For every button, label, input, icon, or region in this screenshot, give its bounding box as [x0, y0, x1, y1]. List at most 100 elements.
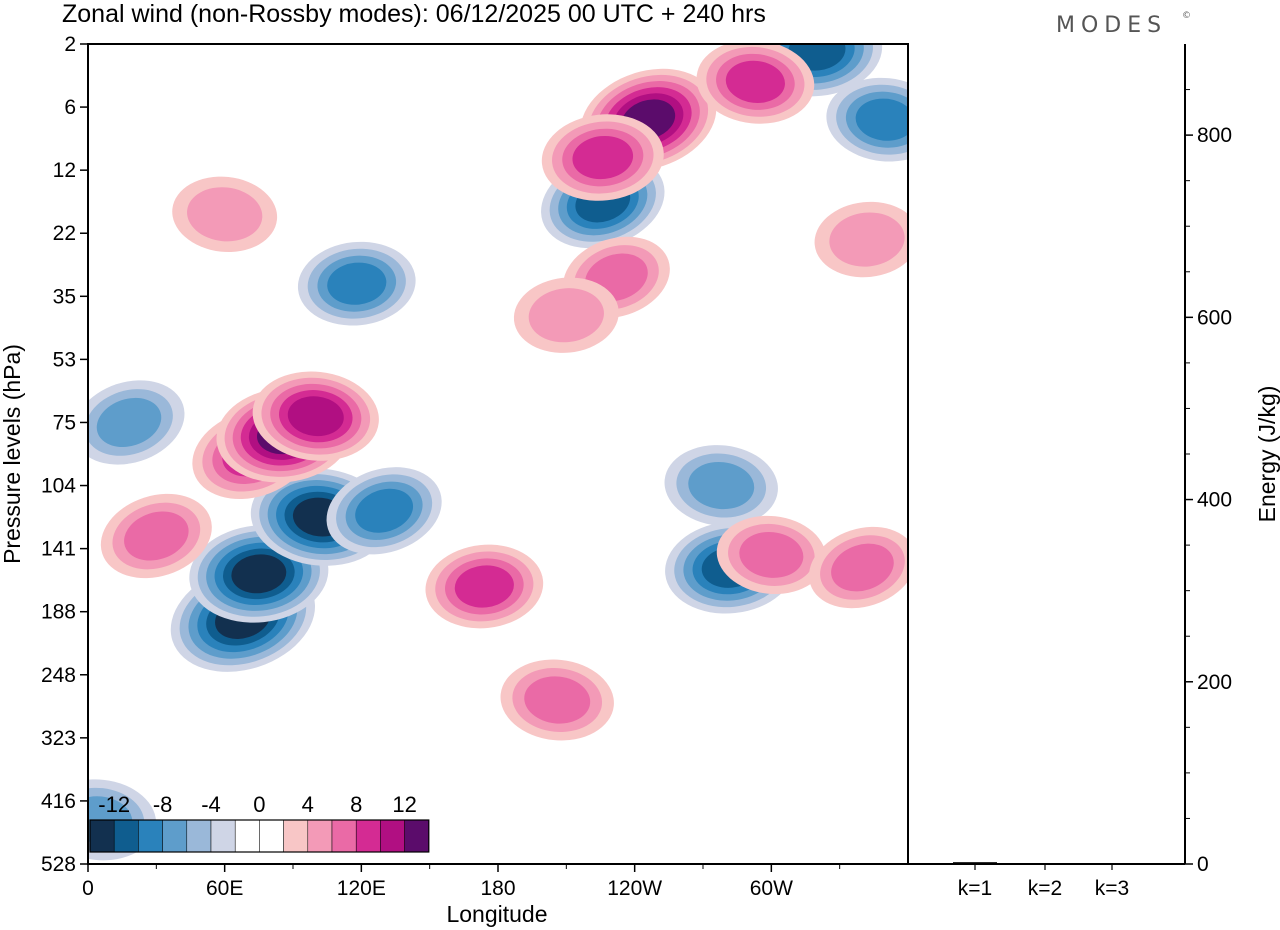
y-tick-label: 141: [41, 538, 76, 561]
contour-level: [96, 397, 162, 447]
contour-feature: [252, 371, 379, 461]
brand-logo: MODES: [1056, 13, 1167, 38]
colorbar-label: -12: [98, 792, 130, 817]
colorbar-swatch: [259, 819, 284, 853]
energy-tick-label: 600: [1197, 306, 1232, 329]
y-tick-label: 6: [64, 96, 76, 119]
contour-feature: [425, 544, 544, 629]
contour-feature: [541, 114, 664, 201]
energy-axis: 0 200 400 600 800: [1185, 89, 1232, 876]
colorbar-swatch: [331, 819, 357, 853]
colorbar-label: -4: [201, 792, 221, 817]
colorbar-swatch: [380, 819, 405, 853]
colorbar-swatch: [162, 819, 188, 853]
x-tick-label: 180: [480, 877, 515, 900]
y-tick-label: 416: [41, 790, 76, 813]
x-tick-label: 60W: [750, 877, 793, 900]
pressure-axis: 2 6 12 22 35 53 75 104 141 188 248 323 416 528: [41, 33, 88, 876]
contour-feature: [826, 77, 908, 162]
y-tick-label: 53: [53, 348, 76, 371]
y-tick-label: 12: [53, 159, 76, 182]
colorbar-label: 4: [302, 792, 314, 817]
colorbar-swatch: [404, 819, 430, 853]
energy-bar: [1023, 863, 1067, 865]
colorbar-swatch: [186, 819, 212, 853]
energy-bar: [1090, 863, 1134, 865]
contour-feature: [696, 44, 815, 124]
contour-feature: [716, 515, 826, 595]
y-tick-label: 35: [53, 285, 76, 308]
contour-level: [739, 531, 804, 578]
contour-level: [231, 554, 287, 594]
energy-bar: [953, 862, 997, 864]
contour-level: [327, 262, 387, 305]
y-tick-label: 75: [53, 411, 76, 434]
colorbar: [89, 819, 430, 853]
colorbar-swatch: [89, 819, 115, 853]
contour-level: [524, 676, 591, 724]
contour-level: [688, 461, 755, 510]
energy-tick-label: 200: [1197, 671, 1232, 694]
energy-tick-label: 400: [1197, 489, 1232, 512]
x-tick-label: 0: [82, 877, 94, 900]
x-axis-label: Longitude: [446, 901, 547, 927]
x-tick-label: 120E: [337, 877, 386, 900]
colorbar-label: 12: [392, 792, 416, 817]
colorbar-swatch: [138, 819, 163, 853]
contour-level: [287, 396, 344, 437]
contour-feature: [88, 380, 185, 465]
contour-feature: [100, 493, 212, 579]
energy-category-label: k=2: [1028, 877, 1062, 900]
y-tick-label: 528: [41, 853, 76, 876]
energy-tick-label: 800: [1197, 124, 1232, 147]
colorbar-labels: -12 -8 -4 0 4 8 12: [98, 792, 417, 817]
longitude-axis: 0 60E 120E 180 120W 60W: [82, 864, 841, 900]
chart-title: Zonal wind (non-Rossby modes): 06/12/202…: [62, 0, 766, 28]
contour-feature: [500, 659, 614, 741]
contour-level: [187, 187, 263, 242]
colorbar-swatch: [283, 819, 309, 853]
energy-category-label: k=1: [958, 877, 992, 900]
contour-level: [124, 511, 189, 561]
x-tick-label: 60E: [206, 877, 243, 900]
colorbar-swatch: [210, 819, 236, 853]
contour-feature: [172, 176, 278, 253]
x-tick-label: 120W: [607, 877, 662, 900]
energy-category-label: k=3: [1095, 877, 1129, 900]
colorbar-label: 0: [253, 792, 265, 817]
contour-level: [855, 98, 908, 141]
contour-feature: [297, 241, 416, 326]
y-tick-label: 323: [41, 727, 76, 750]
contour-level: [829, 212, 905, 267]
contour-level: [454, 565, 514, 608]
energy-bars: k=1 k=2 k=3: [953, 862, 1134, 900]
colorbar-label: 8: [350, 792, 362, 817]
y-tick-label: 22: [53, 222, 76, 245]
contour-level: [572, 135, 634, 180]
energy-axis-label: Energy (J/kg): [1254, 386, 1280, 523]
colorbar-label: -8: [153, 792, 173, 817]
y-tick-label: 248: [41, 664, 76, 687]
colorbar-swatch: [355, 819, 381, 853]
contour-field: [88, 44, 908, 864]
y-axis-label: Pressure levels (hPa): [0, 344, 25, 564]
contour-feature: [664, 445, 778, 527]
y-tick-label: 188: [41, 601, 76, 624]
colorbar-swatch: [234, 819, 260, 853]
contour-level: [725, 60, 785, 103]
contour-feature: [809, 526, 908, 609]
energy-tick-label: 0: [1197, 853, 1209, 876]
contour-level: [355, 488, 414, 533]
colorbar-frame: [89, 819, 430, 853]
contour-level: [528, 288, 604, 343]
brand-mark: ©: [1182, 11, 1191, 21]
contour-level: [831, 543, 894, 592]
contour-feature: [814, 201, 908, 278]
y-tick-label: 104: [41, 475, 76, 498]
colorbar-swatch: [307, 819, 333, 853]
contour-feature: [326, 467, 442, 555]
y-tick-label: 2: [64, 33, 76, 56]
colorbar-swatch: [113, 819, 139, 853]
contour-feature: [513, 277, 619, 353]
